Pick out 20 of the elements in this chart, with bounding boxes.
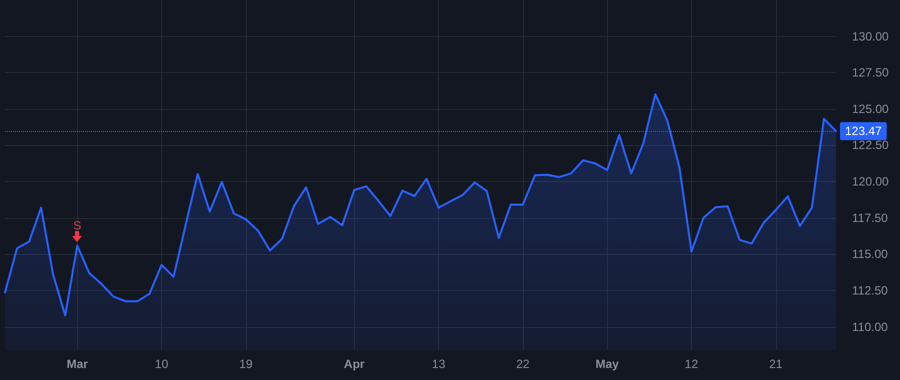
- y-tick-label: 110.00: [852, 320, 888, 334]
- ref-line-label: 123.47: [845, 124, 882, 138]
- x-tick-label: 19: [239, 357, 253, 371]
- x-tick-label: 13: [432, 357, 446, 371]
- x-tick-label: Mar: [66, 357, 88, 371]
- x-tick-label: 12: [684, 357, 698, 371]
- y-tick-label: 117.50: [852, 210, 888, 225]
- y-tick-label: 125.00: [852, 102, 890, 116]
- x-tick-label: 10: [154, 357, 169, 371]
- y-tick-label: 120.00: [852, 174, 890, 189]
- y-tick-label: 127.50: [852, 66, 890, 80]
- y-tick-label: 122.50: [852, 138, 890, 152]
- x-tick-label: Apr: [344, 357, 365, 371]
- x-tick-label: May: [596, 357, 620, 371]
- x-tick-label: 22: [516, 357, 530, 371]
- y-tick-label: 112.50: [852, 283, 888, 298]
- annotation: S: [73, 218, 82, 233]
- x-tick-label: 21: [769, 357, 783, 371]
- y-tick-label: 130.00: [852, 29, 890, 44]
- y-tick-label: 115.00: [852, 247, 888, 262]
